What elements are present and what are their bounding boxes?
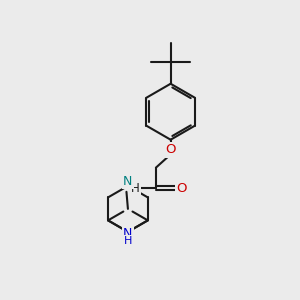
Text: O: O — [165, 143, 176, 157]
Text: H: H — [124, 236, 132, 246]
Text: N: N — [123, 227, 133, 240]
Text: H: H — [131, 182, 140, 195]
Text: N: N — [123, 175, 133, 188]
Text: O: O — [176, 182, 187, 195]
